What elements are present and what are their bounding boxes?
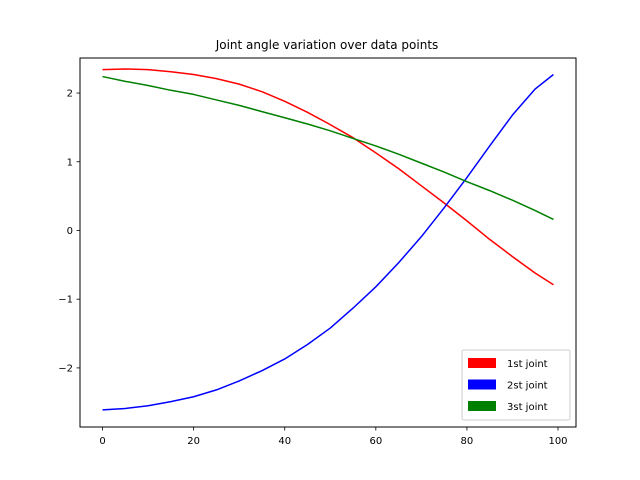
y-tick-label: −2 [58, 363, 73, 374]
y-axis: −2 −1 0 1 2 [58, 89, 80, 374]
x-tick-label: 80 [461, 436, 474, 447]
x-tick-label: 100 [548, 436, 567, 447]
legend: 1st joint 2st joint 3st joint [461, 349, 571, 421]
x-axis: 0 20 40 60 80 100 [99, 427, 568, 447]
series-line-2 [102, 73, 554, 411]
series-line-3 [102, 75, 554, 221]
x-tick-label: 40 [278, 436, 291, 447]
legend-swatch [468, 401, 496, 411]
legend-swatch [468, 358, 496, 368]
legend-label: 3st joint [507, 402, 548, 413]
legend-label: 2st joint [507, 381, 548, 392]
legend-swatch [468, 379, 496, 390]
series-lines [102, 68, 554, 411]
y-tick-label: 1 [67, 157, 73, 168]
x-tick-label: 60 [369, 436, 382, 447]
y-tick-label: −1 [58, 295, 73, 306]
y-tick-label: 0 [67, 226, 73, 237]
chart-title: Joint angle variation over data points [215, 38, 439, 52]
plot-frame [79, 57, 577, 428]
y-tick-label: 2 [67, 89, 73, 100]
x-tick-label: 20 [187, 436, 200, 447]
series-line-1 [102, 68, 554, 286]
x-tick-label: 0 [99, 436, 105, 447]
legend-label: 1st joint [507, 359, 548, 370]
